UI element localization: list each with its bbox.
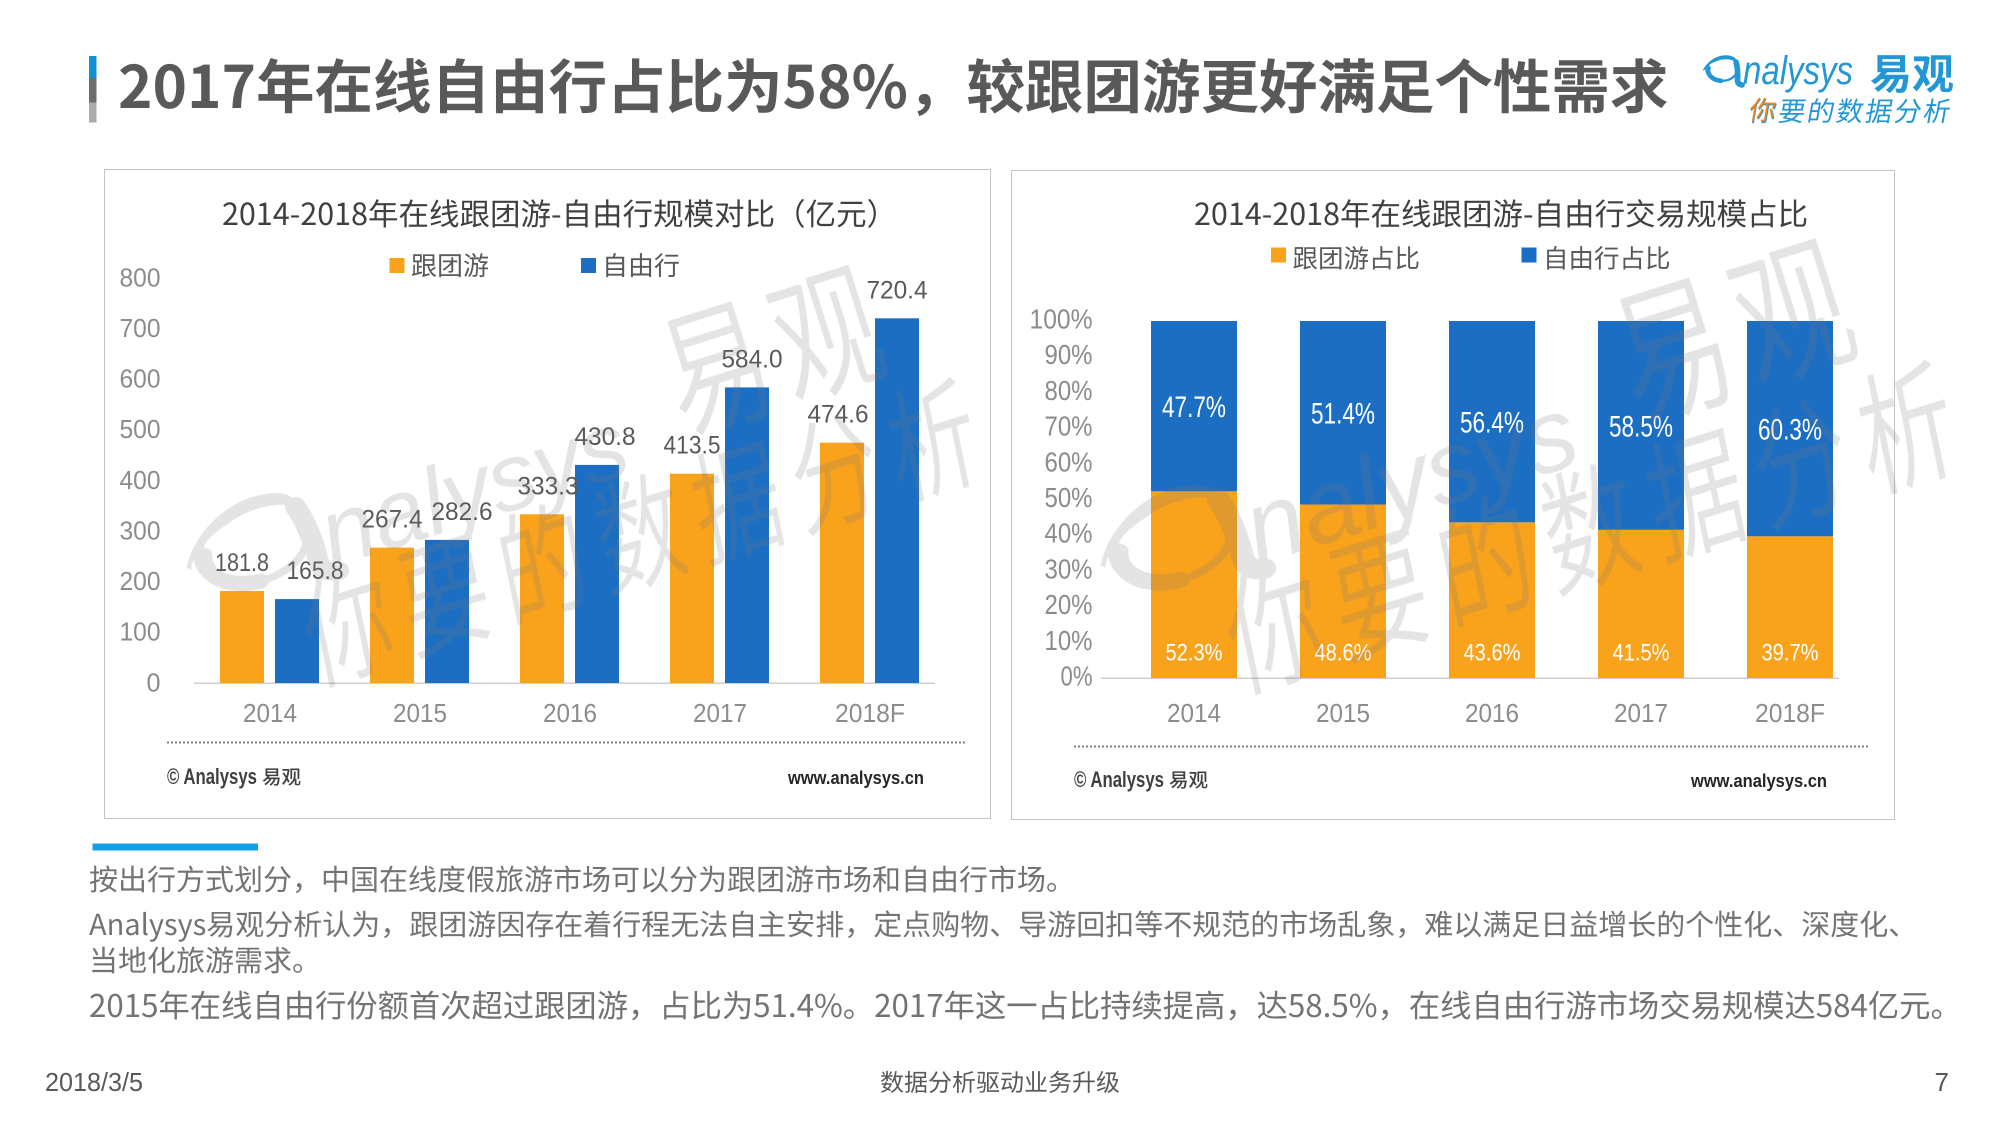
svg-text:43.6%: 43.6% [1464,640,1521,667]
svg-text:52.3%: 52.3% [1166,640,1223,667]
svg-text:20%: 20% [1045,589,1093,620]
svg-text:500: 500 [120,414,161,444]
svg-text:47.7%: 47.7% [1162,391,1226,424]
svg-text:430.8: 430.8 [575,423,636,451]
svg-text:181.8: 181.8 [215,549,269,577]
svg-text:2015: 2015 [1316,698,1370,728]
svg-text:51.4%: 51.4% [1311,398,1375,431]
svg-text:30%: 30% [1045,553,1093,584]
svg-text:60%: 60% [1045,446,1093,477]
svg-text:413.5: 413.5 [664,432,721,460]
svg-text:2018F: 2018F [1755,698,1825,728]
svg-text:0%: 0% [1061,661,1093,692]
svg-text:720.4: 720.4 [867,276,928,304]
svg-text:0: 0 [147,667,161,697]
svg-text:10%: 10% [1045,625,1093,656]
svg-text:7: 7 [1935,1067,1949,1097]
svg-text:100: 100 [120,617,161,647]
svg-text:100%: 100% [1030,304,1093,335]
svg-text:www.analysys.cn: www.analysys.cn [1690,771,1827,791]
svg-text:333.3: 333.3 [518,472,579,500]
svg-text:200: 200 [120,566,161,596]
svg-text:© Analysys: © Analysys [167,764,257,789]
svg-text:56.4%: 56.4% [1460,407,1524,440]
svg-text:© Analysys: © Analysys [1074,767,1164,792]
svg-text:2018/3/5: 2018/3/5 [45,1067,143,1097]
svg-text:2016: 2016 [543,698,597,728]
svg-text:400: 400 [120,465,161,495]
svg-text:nalysys: nalysys [1743,49,1853,93]
svg-text:800: 800 [120,262,161,292]
svg-text:50%: 50% [1045,482,1093,513]
svg-text:90%: 90% [1045,339,1093,370]
svg-text:2016: 2016 [1465,698,1519,728]
svg-text:80%: 80% [1045,375,1093,406]
svg-text:58.5%: 58.5% [1609,410,1673,443]
svg-text:2014: 2014 [243,698,297,728]
svg-text:300: 300 [120,515,161,545]
svg-text:2017: 2017 [1614,698,1668,728]
svg-text:www.analysys.cn: www.analysys.cn [787,768,924,788]
svg-text:600: 600 [120,364,161,394]
svg-text:700: 700 [120,313,161,343]
svg-text:282.6: 282.6 [432,498,493,526]
svg-text:39.7%: 39.7% [1762,640,1819,667]
svg-text:2015: 2015 [393,698,447,728]
svg-text:41.5%: 41.5% [1613,640,1670,667]
svg-text:70%: 70% [1045,411,1093,442]
svg-text:267.4: 267.4 [362,506,423,534]
svg-text:2017: 2017 [693,698,747,728]
svg-text:40%: 40% [1045,518,1093,549]
svg-text:2014: 2014 [1167,698,1221,728]
svg-text:2018F: 2018F [835,698,905,728]
